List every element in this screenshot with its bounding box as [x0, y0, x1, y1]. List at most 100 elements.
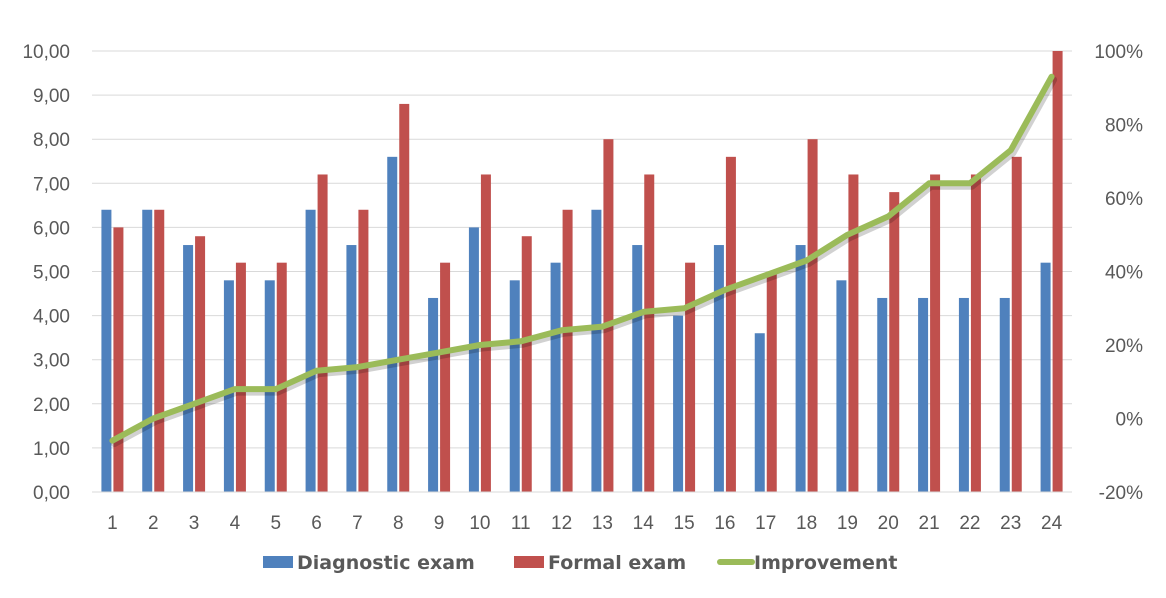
bar-diagnostic-exam — [428, 297, 439, 492]
left-tick-label: 7,00 — [33, 174, 70, 195]
x-tick-label: 24 — [1041, 513, 1063, 534]
bar-formal-exam — [603, 139, 614, 492]
bar-formal-exam — [807, 139, 818, 492]
gridlines — [92, 50, 1072, 449]
right-tick-label: 100% — [1094, 42, 1143, 63]
x-tick-label: 2 — [148, 513, 159, 534]
improvement-line-series — [109, 73, 1058, 448]
improvement-line — [109, 73, 1055, 444]
right-tick-label: 0% — [1116, 410, 1144, 431]
bar-diagnostic-exam — [795, 245, 806, 492]
bar-formal-exam — [644, 174, 655, 493]
left-tick-label: 3,00 — [33, 351, 70, 372]
bar-formal-exam — [562, 209, 573, 492]
bar-diagnostic-exam — [958, 297, 969, 492]
left-tick-label: 4,00 — [33, 307, 70, 328]
x-tick-label: 15 — [674, 513, 695, 534]
bar-formal-exam — [317, 174, 328, 493]
bar-diagnostic-exam — [183, 245, 194, 492]
bar-formal-exam — [889, 192, 900, 492]
bar-formal-exam — [154, 209, 165, 492]
bar-formal-exam — [521, 236, 532, 492]
x-tick-label: 1 — [107, 513, 118, 534]
bar-diagnostic-exam — [877, 297, 888, 492]
x-tick-label: 6 — [311, 513, 322, 534]
right-axis-ticks: -20% 0% 20% 40% 60% 80% 100% — [1094, 42, 1143, 504]
right-tick-label: 60% — [1105, 189, 1143, 210]
x-tick-label: 20 — [878, 513, 899, 534]
bar-formal-exam — [276, 262, 287, 492]
x-tick-label: 14 — [633, 513, 655, 534]
bar-formal-exam — [1011, 156, 1022, 492]
bar-diagnostic-exam — [754, 333, 765, 492]
x-tick-label: 7 — [352, 513, 363, 534]
left-tick-label: 6,00 — [33, 218, 70, 239]
bar-diagnostic-exam — [468, 227, 479, 492]
legend-label: Improvement — [754, 552, 897, 574]
bar-formal-exam — [930, 174, 941, 493]
left-tick-label: 5,00 — [33, 263, 70, 284]
right-tick-label: 80% — [1105, 116, 1143, 137]
bar-diagnostic-exam — [713, 245, 724, 492]
right-tick-label: 40% — [1105, 263, 1143, 284]
left-axis-ticks: 0,00 1,00 2,00 3,00 4,00 5,00 6,00 7,00 8,00 9,00… — [22, 42, 70, 504]
left-tick-label: 2,00 — [33, 395, 70, 416]
x-tick-label: 9 — [434, 513, 445, 534]
right-tick-label: 20% — [1105, 336, 1143, 357]
bar-diagnostic-exam — [550, 262, 561, 492]
bar-formal-exam — [235, 262, 246, 492]
x-tick-label: 23 — [1000, 513, 1021, 534]
bar-diagnostic-exam — [509, 280, 520, 492]
x-tick-label: 12 — [551, 513, 572, 534]
bar-formal-exam — [766, 271, 777, 492]
x-tick-label: 16 — [714, 513, 735, 534]
bar-formal-exam — [399, 103, 410, 493]
bar-formal-exam — [970, 174, 981, 493]
bar-diagnostic-exam — [836, 280, 847, 492]
x-tick-label: 3 — [189, 513, 200, 534]
bar-diagnostic-exam — [387, 156, 398, 492]
bar-diagnostic-exam — [591, 209, 602, 492]
bar-formal-exam — [440, 262, 451, 492]
bar-diagnostic-exam — [101, 209, 112, 492]
x-tick-label: 10 — [469, 513, 490, 534]
right-tick-label: -20% — [1099, 483, 1143, 504]
bar-diagnostic-exam — [223, 280, 234, 492]
bar-formal-exam — [685, 262, 696, 492]
x-tick-label: 8 — [393, 513, 404, 534]
bar-formal-exam — [848, 174, 859, 493]
legend-formal-exam: Formal exam — [514, 552, 686, 574]
bar-formal-exam — [195, 236, 206, 492]
x-tick-label: 19 — [837, 513, 858, 534]
bar-diagnostic-exam — [632, 245, 643, 492]
bar-diagnostic-exam — [918, 297, 929, 492]
bar-formal-exam — [725, 156, 736, 492]
bar-diagnostic-exam — [305, 209, 316, 492]
left-tick-label: 9,00 — [33, 86, 70, 107]
legend-improvement: Improvement — [717, 552, 897, 574]
bar-diagnostic-exam — [142, 209, 153, 492]
left-tick-label: 10,00 — [22, 42, 70, 63]
bar-formal-exam — [480, 174, 491, 493]
left-tick-label: 1,00 — [33, 439, 70, 460]
x-tick-label: 11 — [511, 513, 531, 534]
left-tick-label: 8,00 — [33, 130, 70, 151]
legend-label: Formal exam — [548, 552, 686, 574]
x-tick-label: 4 — [230, 513, 241, 534]
left-tick-label: 0,00 — [33, 483, 70, 504]
x-tick-label: 5 — [270, 513, 281, 534]
bar-diagnostic-exam — [1040, 262, 1051, 492]
legend: Diagnostic exam Formal exam Improvement — [263, 552, 897, 574]
legend-swatch — [514, 556, 544, 568]
legend-diagnostic-exam: Diagnostic exam — [263, 552, 475, 574]
x-tick-label: 18 — [796, 513, 817, 534]
bar-diagnostic-exam — [999, 297, 1010, 492]
bar-diagnostic-exam — [673, 315, 684, 492]
legend-swatch — [263, 556, 293, 568]
bar-series — [101, 51, 1063, 493]
bar-formal-exam — [1052, 51, 1063, 492]
x-tick-label: 22 — [959, 513, 980, 534]
x-tick-label: 13 — [592, 513, 613, 534]
legend-label: Diagnostic exam — [297, 552, 475, 574]
